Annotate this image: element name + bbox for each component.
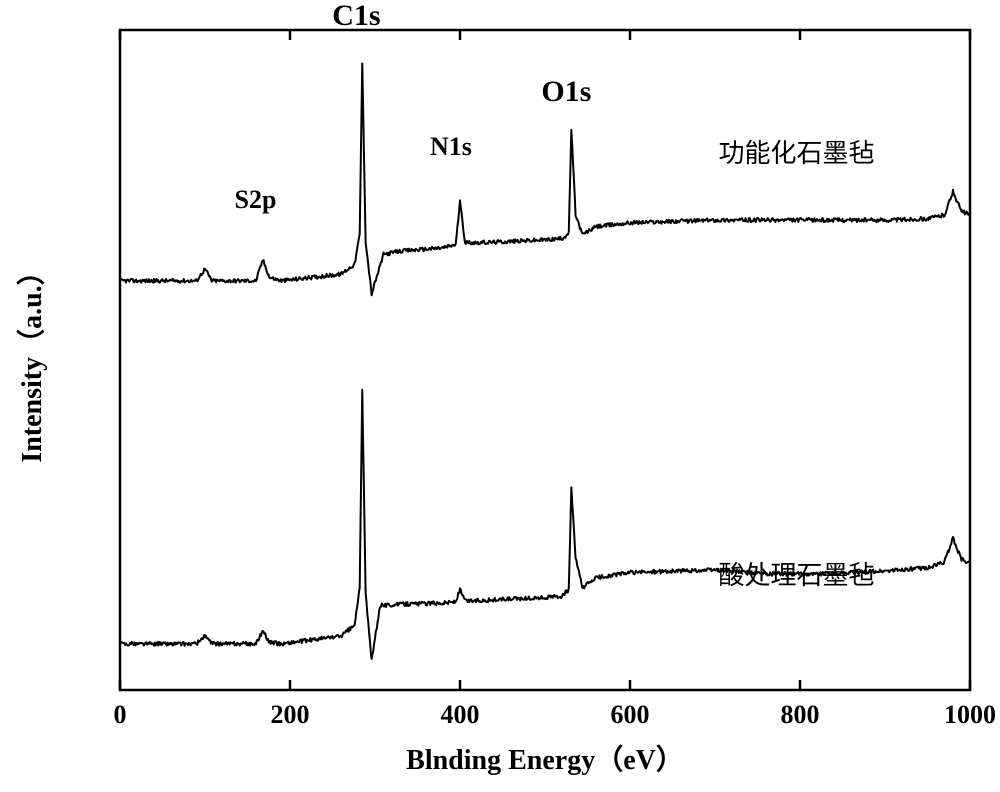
- series-label: 功能化石墨毡: [719, 133, 875, 170]
- peak-label-c1s: C1s: [332, 0, 380, 33]
- series-label: 酸处理石墨毡: [719, 555, 875, 592]
- peak-label-n1s: N1s: [430, 132, 472, 162]
- chart-svg: [0, 0, 1000, 792]
- x-tick-label: 1000: [930, 700, 1000, 730]
- x-tick-label: 600: [590, 700, 670, 730]
- y-axis-label: Intensity（a.u.）: [10, 230, 50, 490]
- xps-spectrum-chart: Blnding Energy（eV） Intensity（a.u.） 0 200 4…: [0, 0, 1000, 792]
- x-axis-label: Blnding Energy（eV）: [365, 738, 725, 778]
- peak-label-s2p: S2p: [235, 185, 277, 215]
- x-tick-label: 400: [420, 700, 500, 730]
- series-acid_treated_graphite_felt: [120, 390, 970, 659]
- x-tick-label: 0: [80, 700, 160, 730]
- peak-label-o1s: O1s: [541, 75, 591, 109]
- x-tick-label: 200: [250, 700, 330, 730]
- x-tick-label: 800: [760, 700, 840, 730]
